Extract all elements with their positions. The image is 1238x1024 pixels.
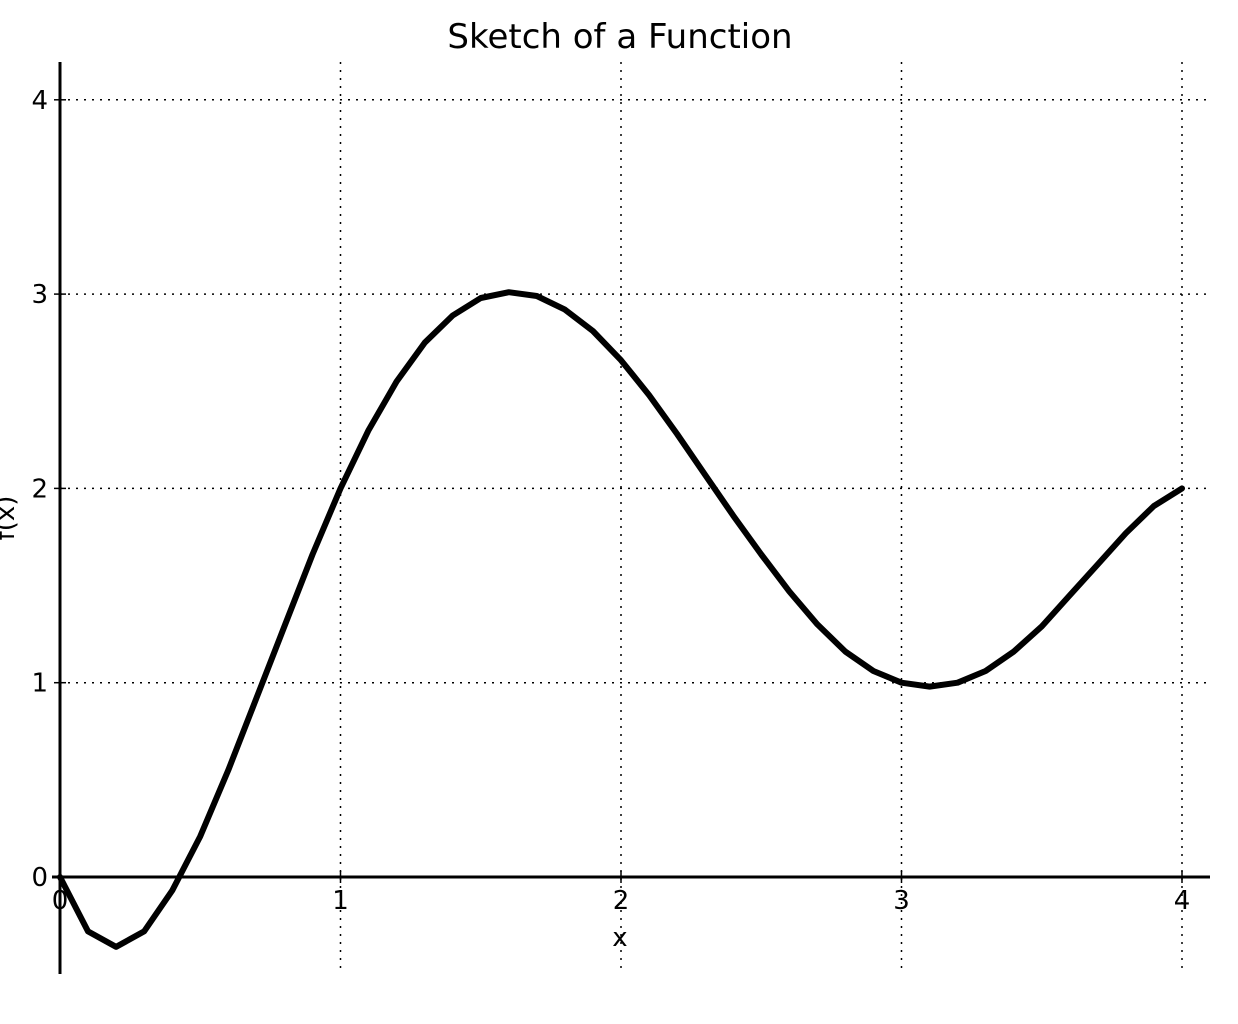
- grid-lines: [60, 62, 1210, 974]
- x-tick-label: 4: [1174, 886, 1191, 916]
- chart-title: Sketch of a Function: [447, 17, 792, 57]
- y-tick-label: 0: [31, 863, 48, 893]
- y-axis-label: f(x): [0, 496, 21, 541]
- y-tick-label: 2: [31, 474, 48, 504]
- function-curve: [57, 289, 1185, 950]
- y-tick-label: 3: [31, 280, 48, 310]
- tick-marks: [54, 99, 1183, 883]
- y-tick-label: 1: [31, 669, 48, 699]
- y-tick-label: 4: [31, 86, 48, 116]
- x-tick-label: 3: [893, 886, 910, 916]
- x-axis-label: x: [612, 923, 627, 953]
- tick-labels: 0 1 2 3 4 0 1 2 3 4: [31, 86, 1190, 916]
- series-layer: [57, 289, 1185, 950]
- axes: [52, 62, 1210, 974]
- x-tick-label: 1: [332, 886, 349, 916]
- x-tick-label: 2: [613, 886, 630, 916]
- x-tick-label: 0: [52, 886, 69, 916]
